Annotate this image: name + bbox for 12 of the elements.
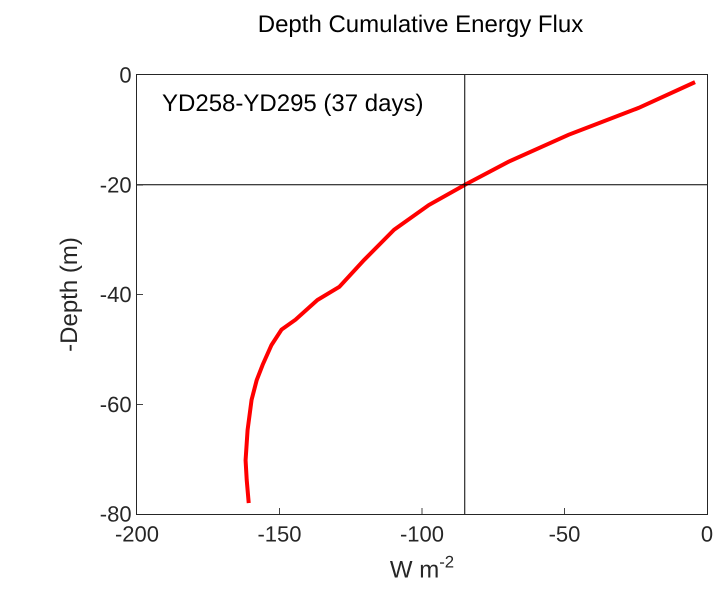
y-axis-title: -Depth (m) [56, 237, 83, 352]
x-tick-label: -50 [548, 521, 580, 546]
x-tick-label: 0 [700, 521, 714, 546]
annotation: YD258-YD295 (37 days) [162, 90, 424, 117]
x-tick-label: -150 [257, 521, 302, 546]
y-tick-label: 0 [119, 62, 132, 88]
y-tick-label: -20 [100, 172, 132, 198]
x-axis-title: W m$^{-2}$ [390, 552, 454, 584]
y-tick-label: -60 [100, 392, 132, 417]
chart-title: Depth Cumulative Energy Flux [258, 11, 584, 38]
y-tick-label: -40 [100, 282, 132, 308]
x-tick-label: -100 [400, 521, 444, 546]
